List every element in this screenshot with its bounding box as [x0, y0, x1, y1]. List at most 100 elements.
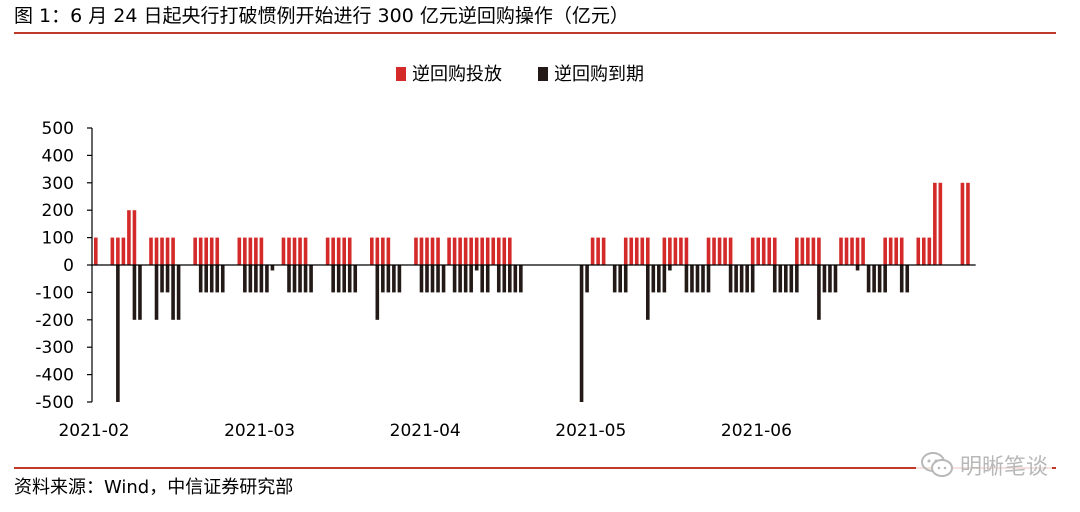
injection-bar: [259, 237, 264, 265]
maturity-bar: [618, 265, 622, 293]
maturity-bar: [668, 265, 672, 271]
injection-bar: [844, 237, 849, 265]
y-tick-label: 300: [42, 174, 74, 194]
injection-bar: [883, 237, 887, 265]
injection-bar: [430, 237, 435, 265]
injection-bar: [712, 237, 716, 265]
injection-bar: [254, 237, 258, 265]
maturity-bar: [690, 265, 694, 293]
maturity-bar: [198, 265, 203, 293]
injection-bar: [496, 237, 501, 265]
injection-bar: [298, 237, 302, 265]
maturity-bar: [353, 265, 358, 293]
maturity-bar: [209, 265, 214, 293]
injection-bar: [204, 237, 208, 265]
maturity-bar: [772, 265, 777, 293]
maturity-bar: [171, 265, 175, 320]
legend-label-injection: 逆回购投放: [412, 64, 502, 85]
injection-bar: [634, 237, 639, 265]
maturity-bar: [469, 265, 473, 293]
y-tick-label: -100: [35, 283, 74, 303]
x-tick-label: 2021-03: [224, 421, 295, 441]
injection-bar: [469, 237, 473, 265]
maturity-bar: [287, 265, 291, 293]
injection-bar: [817, 237, 821, 265]
legend-swatch-maturity: [538, 67, 548, 81]
injection-bar: [706, 237, 711, 265]
maturity-bar: [347, 265, 352, 293]
injection-bar: [149, 237, 153, 265]
injection-bar: [491, 237, 496, 265]
injection-bar: [679, 237, 683, 265]
y-tick-label: 200: [42, 201, 74, 221]
maturity-bar: [657, 265, 661, 293]
maturity-bar: [579, 265, 584, 402]
injection-bar: [806, 237, 810, 265]
injection-bar: [110, 237, 115, 265]
injection-bar: [756, 237, 760, 265]
maturity-bar: [872, 265, 876, 293]
maturity-bar: [739, 265, 744, 293]
maturity-bar: [695, 265, 700, 293]
maturity-bar: [496, 265, 501, 293]
injection-bar: [281, 237, 286, 265]
maturity-bar: [138, 265, 142, 320]
injection-bar: [795, 237, 799, 265]
injection-bar: [436, 237, 440, 265]
maturity-bar: [397, 265, 402, 293]
maturity-bar: [817, 265, 821, 320]
injection-bar: [767, 237, 772, 265]
maturity-bar: [784, 265, 788, 293]
injection-bar: [646, 237, 650, 265]
injection-bar: [629, 237, 634, 265]
injection-bar: [292, 237, 297, 265]
maturity-bar: [336, 265, 341, 293]
maturity-bar: [243, 265, 247, 293]
injection-bar: [966, 182, 970, 265]
watermark-text: 明晰笔谈: [959, 455, 1048, 480]
maturity-bar: [684, 265, 689, 293]
maturity-bar: [651, 265, 656, 293]
maturity-bar: [612, 265, 617, 293]
maturity-bar: [480, 265, 484, 293]
maturity-bar: [458, 265, 462, 293]
maturity-bar: [392, 265, 396, 293]
injection-bar: [894, 237, 898, 265]
maturity-bar: [430, 265, 435, 293]
y-tick-label: -400: [35, 366, 74, 386]
y-tick-label: 500: [42, 119, 74, 139]
maturity-bar: [154, 265, 159, 320]
injection-bar: [287, 237, 291, 265]
injection-bar: [127, 210, 131, 265]
maturity-bar: [463, 265, 468, 293]
injection-bar: [927, 237, 932, 265]
maturity-bar: [259, 265, 264, 293]
watermark: 明晰笔谈: [915, 448, 1052, 482]
maturity-bar: [419, 265, 424, 293]
maturity-bar: [502, 265, 507, 293]
injection-bar: [116, 237, 120, 265]
x-tick-label: 2021-05: [555, 421, 626, 441]
injection-bar: [474, 237, 479, 265]
injection-bar: [938, 182, 943, 265]
injection-bar: [325, 237, 330, 265]
injection-bar: [331, 237, 335, 265]
injection-bar: [458, 237, 462, 265]
maturity-bar: [441, 265, 446, 293]
injection-bar: [414, 237, 418, 265]
maturity-bar: [828, 265, 832, 293]
footer-divider: [14, 467, 1056, 469]
injection-bar: [662, 237, 667, 265]
injection-bar: [811, 237, 816, 265]
maturity-bar: [116, 265, 120, 402]
y-tick-label: 100: [42, 229, 74, 249]
injection-bar: [668, 237, 672, 265]
x-tick-label: 2021-02: [58, 421, 129, 441]
injection-bar: [243, 237, 247, 265]
injection-bar: [750, 237, 755, 265]
injection-bar: [370, 237, 374, 265]
injection-bar: [761, 237, 766, 265]
maturity-bar: [220, 265, 225, 293]
legend-swatch-injection: [396, 67, 406, 81]
injection-bar: [933, 182, 937, 265]
